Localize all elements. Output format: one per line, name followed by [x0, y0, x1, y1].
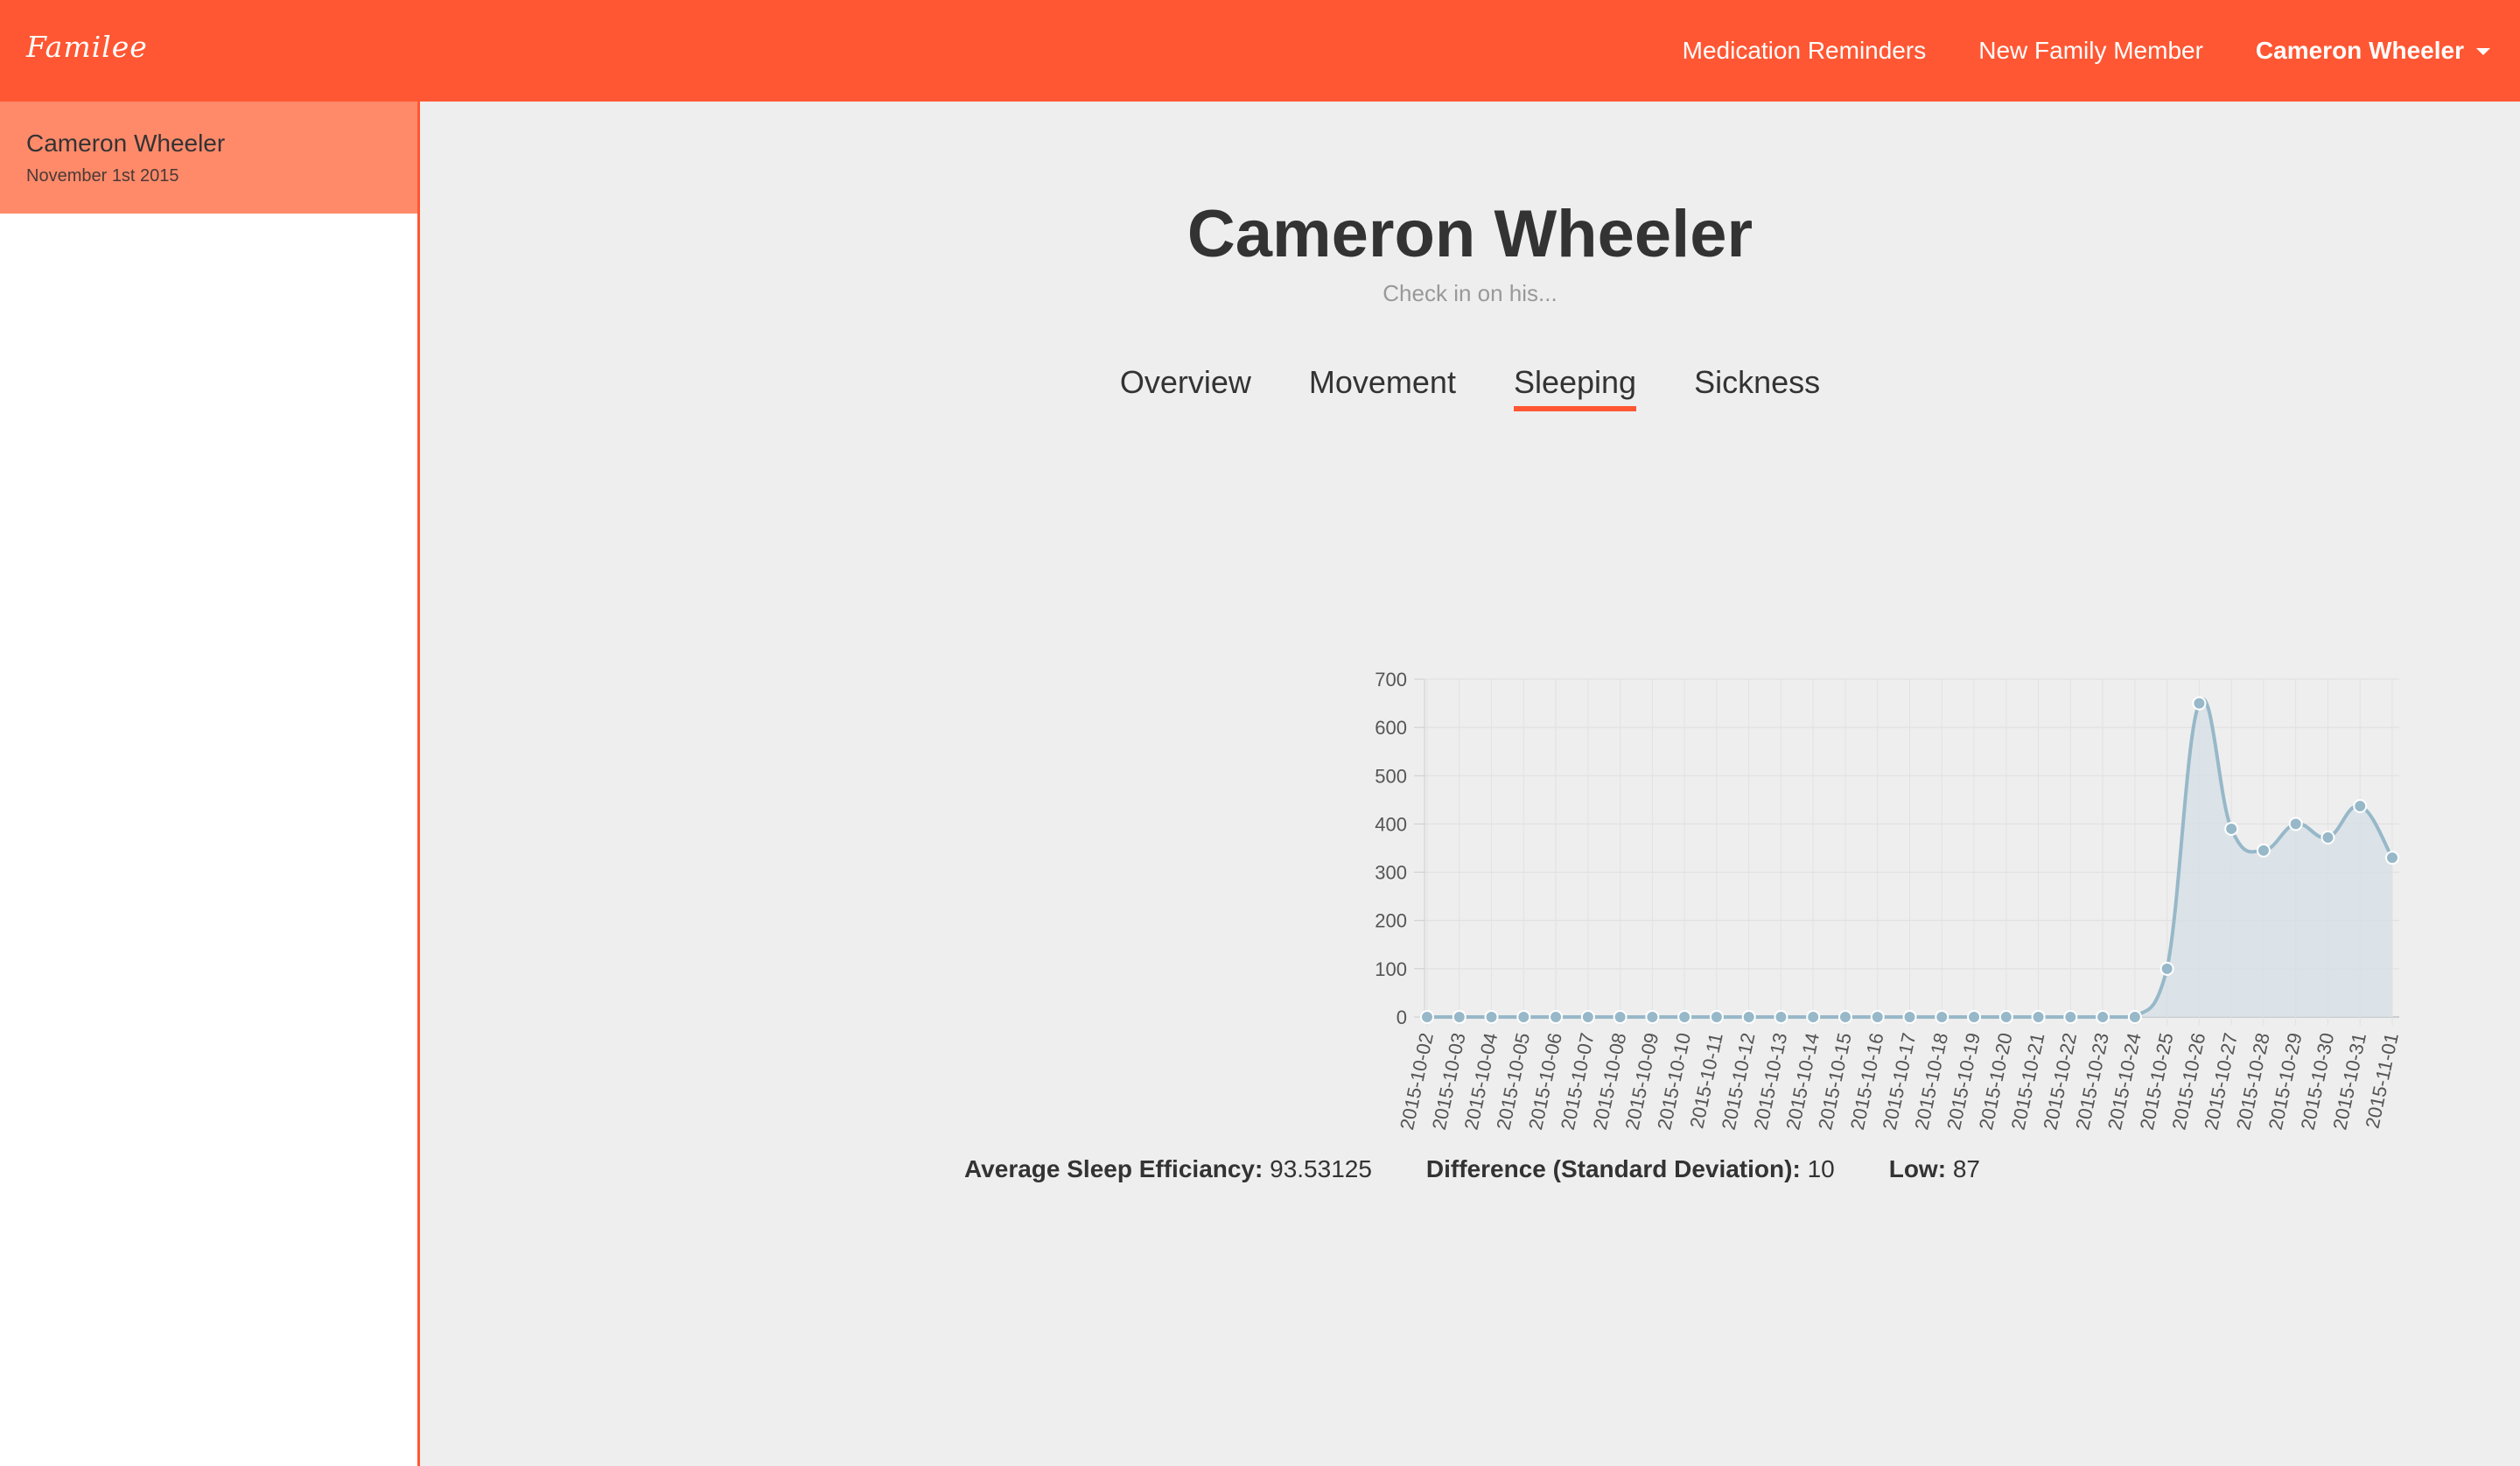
series-area-fill	[1427, 698, 2392, 1017]
y-axis-ticks: 0 100 200 300 400 500 600 700	[1375, 669, 1407, 1028]
y-tick-label: 200	[1375, 910, 1407, 932]
data-point	[1806, 1010, 1821, 1024]
data-point	[1580, 1010, 1595, 1024]
stat-difference-value: 10	[1807, 1155, 1835, 1182]
y-tick-label: 100	[1375, 958, 1407, 980]
chart-points	[1420, 696, 2399, 1024]
data-point	[2031, 1010, 2046, 1024]
tab-overview[interactable]: Overview	[1119, 364, 1251, 400]
tab-sleeping[interactable]: Sleeping	[1513, 364, 1637, 411]
sidebar-item-name: Cameron Wheeler	[26, 130, 226, 157]
sleep-stats: Average Sleep Efficiancy: 93.53125 Diffe…	[964, 1155, 1980, 1183]
stat-average-label: Average Sleep Efficiancy:	[964, 1155, 1264, 1182]
user-menu-dropdown[interactable]: Cameron Wheeler	[2256, 37, 2490, 65]
data-point	[1870, 1010, 1885, 1024]
y-tick-label: 600	[1375, 717, 1407, 739]
data-point	[2192, 696, 2207, 711]
data-point	[2320, 830, 2335, 845]
stat-average: Average Sleep Efficiancy: 93.53125	[964, 1155, 1372, 1183]
nav-medication-reminders[interactable]: Medication Reminders	[1682, 37, 1927, 64]
data-point	[1741, 1010, 1756, 1024]
sleep-chart: 0 100 200 300 400 500 600 700 2015-10-022015-10…	[1375, 669, 2403, 1132]
page-title: Cameron Wheeler	[1186, 197, 1754, 271]
data-point	[2160, 961, 2174, 976]
data-point	[1838, 1010, 1852, 1024]
stat-low: Low: 87	[1889, 1155, 1980, 1183]
y-tick-label: 400	[1375, 813, 1407, 835]
data-point	[1452, 1010, 1466, 1024]
data-point	[1549, 1010, 1564, 1024]
data-point	[1967, 1010, 1982, 1024]
data-point	[2288, 817, 2303, 831]
y-tick-label: 0	[1396, 1007, 1407, 1028]
sidebar-item-cameron-wheeler[interactable]: Cameron Wheeler November 1st 2015	[0, 102, 417, 214]
data-point	[1998, 1010, 2013, 1024]
data-point	[1677, 1010, 1692, 1024]
chevron-down-icon	[2476, 48, 2490, 55]
stat-average-value: 93.53125	[1270, 1155, 1372, 1182]
stat-difference-label: Difference (Standard Deviation):	[1425, 1155, 1801, 1182]
data-point	[1935, 1010, 1950, 1024]
tab-movement[interactable]: Movement	[1308, 364, 1456, 400]
nav-links: Medication Reminders New Family Member C…	[1630, 0, 2490, 102]
data-point	[2353, 799, 2368, 814]
tab-bar: Overview Movement Sleeping Sickness	[420, 364, 2520, 411]
data-point	[1420, 1010, 1434, 1024]
tab-sickness[interactable]: Sickness	[1694, 364, 1821, 400]
data-point	[1645, 1010, 1660, 1024]
data-point	[1484, 1010, 1499, 1024]
main-content: Cameron Wheeler Check in on his... Overv…	[420, 102, 2520, 1466]
data-point	[2063, 1010, 2078, 1024]
brand-logo[interactable]: Familee	[26, 30, 148, 64]
sidebar-item-date: November 1st 2015	[26, 166, 179, 186]
data-point	[2224, 821, 2239, 836]
data-point	[1774, 1010, 1788, 1024]
data-point	[1516, 1010, 1531, 1024]
stat-difference: Difference (Standard Deviation): 10	[1426, 1155, 1835, 1183]
y-tick-label: 300	[1375, 862, 1407, 884]
nav-new-family-member[interactable]: New Family Member	[1978, 37, 2203, 64]
x-axis-ticks: 2015-10-022015-10-032015-10-042015-10-05…	[1396, 1031, 2403, 1132]
sidebar: Cameron Wheeler November 1st 2015	[0, 102, 420, 1466]
stat-low-value: 87	[1952, 1155, 1980, 1182]
data-point	[2256, 843, 2271, 858]
data-point	[2096, 1010, 2110, 1024]
stat-low-label: Low:	[1888, 1155, 1947, 1182]
data-point	[1613, 1010, 1628, 1024]
data-point	[2385, 851, 2399, 866]
user-menu-label: Cameron Wheeler	[2255, 37, 2464, 64]
top-navbar: Familee Medication Reminders New Family …	[0, 0, 2520, 102]
y-tick-label: 500	[1375, 765, 1407, 787]
data-point	[2127, 1010, 2142, 1024]
data-point	[1709, 1010, 1724, 1024]
y-tick-label: 700	[1375, 669, 1407, 691]
data-point	[1902, 1010, 1917, 1024]
page-subtitle: Check in on his...	[1382, 280, 1558, 306]
